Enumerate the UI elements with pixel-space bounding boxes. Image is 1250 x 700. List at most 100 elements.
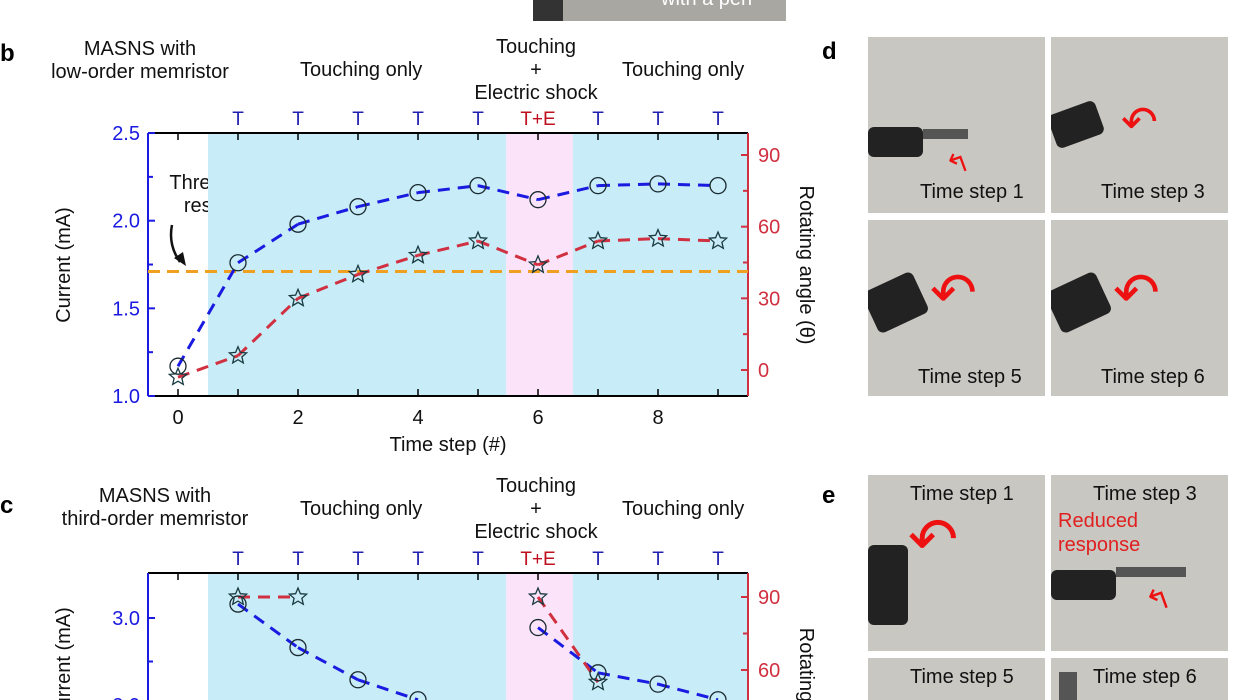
stimulus-label: T — [592, 549, 604, 570]
y2-tick-label: 0 — [758, 360, 769, 382]
header-line: + — [530, 59, 542, 81]
angle-point — [227, 345, 249, 365]
current-point — [649, 675, 667, 693]
series-segment — [237, 222, 299, 265]
stimulus-label: T — [412, 109, 424, 130]
photo-caption: Time step 5 — [910, 666, 1014, 688]
robot-hand — [1116, 567, 1186, 577]
current-point — [409, 184, 427, 202]
series-segment — [537, 184, 599, 202]
series-segment — [417, 239, 479, 257]
panel-c-header-touch2: Touching only — [622, 498, 745, 520]
angle-point — [347, 263, 369, 284]
panel-b-header-shock: Touching + Electric shock — [456, 36, 616, 105]
y2-tick-label: 90 — [758, 145, 780, 167]
panel-c-header-touch1: Touching only — [300, 498, 423, 520]
series-segment — [237, 602, 299, 649]
photo-caption: Time step 1 — [920, 181, 1024, 203]
current-point — [169, 357, 187, 375]
series-segment — [597, 671, 659, 686]
x-tick-label: 2 — [292, 407, 303, 429]
x-tick-label: 4 — [412, 407, 423, 429]
stimulus-label: T+E — [520, 549, 555, 570]
stimulus-label: T — [712, 109, 724, 130]
series-segment — [537, 626, 599, 675]
current-point — [229, 595, 247, 613]
photo-e-5: Time step 5 — [868, 658, 1045, 700]
photo-caption: Time step 1 — [910, 483, 1014, 505]
header-line: Electric shock — [474, 521, 598, 543]
red-arrow-icon: ↶ — [1121, 98, 1158, 147]
current-point — [709, 176, 727, 195]
current-point — [349, 671, 367, 689]
photo-caption: Time step 5 — [918, 366, 1022, 388]
photo-d-5: ↶ Time step 5 — [868, 220, 1045, 396]
x-tick-label: 6 — [532, 407, 543, 429]
robot-arm — [868, 545, 908, 625]
stimulus-label: T — [232, 109, 244, 130]
top-photo-caption: with a pen — [661, 0, 752, 11]
photo-e-1: ↶ Time step 1 — [868, 475, 1045, 651]
stimulus-label: T+E — [520, 109, 555, 130]
series-segment — [657, 682, 719, 700]
angle-point — [287, 586, 309, 606]
region-shock — [506, 573, 573, 700]
header-line: Electric shock — [474, 82, 598, 104]
y-tick-label: 2.5 — [112, 123, 140, 145]
header-line: low-order memristor — [51, 61, 229, 83]
panel-label-b: b — [0, 40, 15, 67]
panel-b-header-touch2: Touching only — [622, 59, 745, 81]
angle-point — [527, 586, 549, 606]
current-point — [349, 198, 367, 216]
stimulus-label: T — [232, 549, 244, 570]
region-touch — [208, 133, 507, 396]
current-point — [469, 176, 487, 195]
series-segment — [297, 273, 359, 300]
series-segment — [297, 205, 359, 226]
photo-caption: Time step 3 — [1093, 483, 1197, 505]
y2-axis-label: Rotating — [795, 628, 817, 700]
note-line: Reduced — [1058, 510, 1139, 532]
header-line: third-order memristor — [61, 508, 249, 530]
stimulus-label: T — [592, 109, 604, 130]
region-touch — [572, 133, 748, 396]
robot-arm — [1051, 570, 1116, 600]
red-arrow-icon: ↶ — [1113, 261, 1160, 324]
panel-label-e: e — [822, 482, 836, 509]
y-axis-label: Current (mA) — [53, 207, 75, 323]
chart-c: T T T T T T+E T T T 2.0 3.0 60 90 Current (mA) Rotatin… — [53, 549, 817, 700]
red-arrow-icon: ↰ — [1141, 580, 1177, 621]
stimulus-label: T — [352, 549, 364, 570]
panel-b-header-left: MASNS with low-order memristor — [40, 38, 240, 84]
stimulus-label: T — [652, 109, 664, 130]
current-point — [589, 664, 607, 682]
angle-point — [707, 230, 729, 250]
y-tick-label: 1.5 — [112, 298, 140, 320]
photo-caption: Time step 6 — [1101, 366, 1205, 388]
red-arrow-icon: ↶ — [908, 506, 959, 573]
robot-arm — [868, 127, 923, 157]
series-segment — [537, 239, 599, 267]
angle-point — [167, 366, 189, 386]
series-segment — [297, 646, 359, 682]
header-line: MASNS with — [98, 485, 212, 507]
series-segment — [657, 237, 719, 243]
header-line: MASNS with — [83, 38, 197, 60]
y-axis-label: Current (mA) — [53, 607, 75, 700]
x-tick-label: 0 — [172, 407, 183, 429]
series-segment — [597, 237, 659, 243]
series-segment — [357, 191, 419, 209]
stimulus-label: T — [352, 109, 364, 130]
red-arrow-icon: ↶ — [930, 261, 977, 324]
series-segment — [477, 184, 539, 202]
photo-dark-region — [533, 0, 563, 21]
current-point — [649, 175, 667, 193]
panel-c-header-left: MASNS with third-order memristor — [40, 485, 270, 531]
series-segment — [177, 354, 239, 379]
photo-caption: Time step 6 — [1093, 666, 1197, 688]
y-tick-label: 3.0 — [112, 608, 140, 630]
angle-point — [527, 254, 549, 274]
panel-label-d: d — [822, 38, 837, 65]
robot-hand — [923, 129, 968, 139]
angle-point — [587, 671, 609, 691]
